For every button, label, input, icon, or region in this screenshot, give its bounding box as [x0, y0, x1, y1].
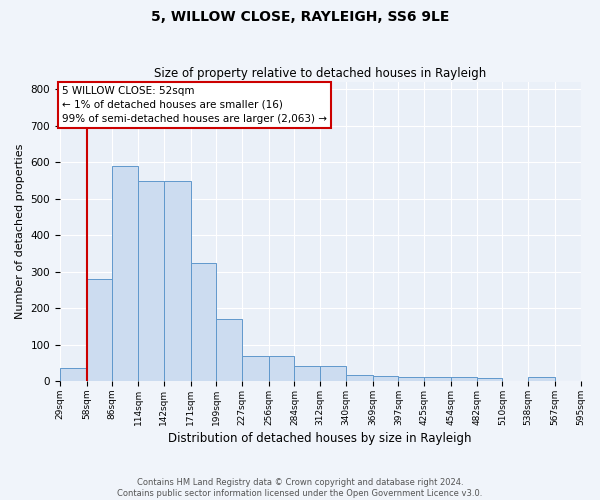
Bar — [242, 356, 269, 381]
Bar — [320, 366, 346, 381]
Y-axis label: Number of detached properties: Number of detached properties — [15, 144, 25, 319]
Bar — [398, 378, 424, 381]
Bar — [476, 378, 502, 381]
Text: 5 WILLOW CLOSE: 52sqm
← 1% of detached houses are smaller (16)
99% of semi-detac: 5 WILLOW CLOSE: 52sqm ← 1% of detached h… — [62, 86, 327, 124]
Title: Size of property relative to detached houses in Rayleigh: Size of property relative to detached ho… — [154, 66, 487, 80]
Bar — [451, 378, 476, 381]
Text: Contains HM Land Registry data © Crown copyright and database right 2024.
Contai: Contains HM Land Registry data © Crown c… — [118, 478, 482, 498]
Bar — [346, 375, 373, 381]
X-axis label: Distribution of detached houses by size in Rayleigh: Distribution of detached houses by size … — [169, 432, 472, 445]
Bar — [373, 376, 398, 381]
Bar — [424, 378, 451, 381]
Bar — [60, 368, 86, 381]
Bar — [269, 356, 295, 381]
Bar — [295, 366, 320, 381]
Bar — [164, 180, 191, 381]
Bar — [112, 166, 138, 381]
Text: 5, WILLOW CLOSE, RAYLEIGH, SS6 9LE: 5, WILLOW CLOSE, RAYLEIGH, SS6 9LE — [151, 10, 449, 24]
Bar — [528, 378, 555, 381]
Bar — [216, 319, 242, 381]
Bar — [138, 180, 164, 381]
Bar — [581, 378, 600, 381]
Bar — [191, 262, 216, 381]
Bar — [86, 279, 112, 381]
